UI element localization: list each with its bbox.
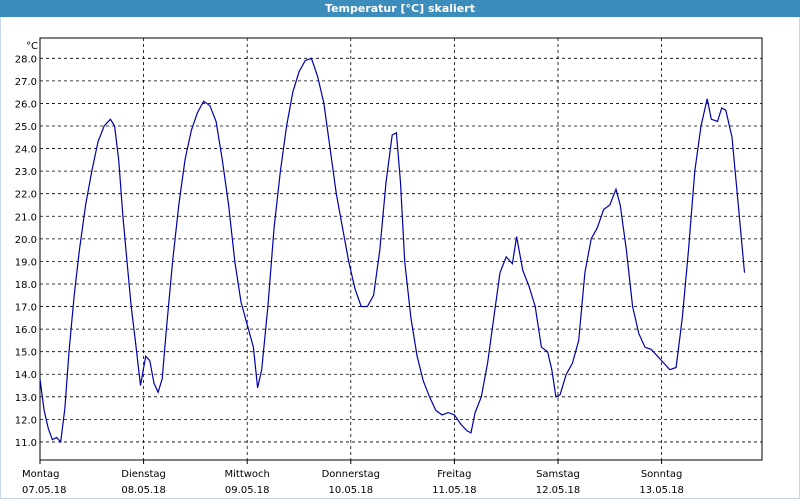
plot-area — [39, 37, 763, 461]
y-tick-label: 17.0 — [15, 303, 37, 314]
grid-lines — [40, 38, 762, 460]
x-tick-date: 10.05.18 — [329, 485, 374, 496]
x-tick-date: 09.05.18 — [225, 485, 270, 496]
y-tick-label: 23.0 — [15, 167, 37, 178]
y-tick-label: 14.0 — [15, 370, 37, 381]
x-axis-ticks: Montag 07.05.18 Dienstag 08.05.18 Mittwoch 09… — [22, 460, 684, 496]
y-tick-label: 15.0 — [15, 348, 37, 359]
x-tick-weekday: Dienstag — [121, 469, 166, 480]
x-tick-weekday: Mittwoch — [225, 469, 270, 480]
y-tick-label: 19.0 — [15, 257, 37, 268]
chart-title: Temperatur [°C] skaliert — [0, 0, 800, 17]
x-tick-weekday: Sonntag — [641, 469, 683, 480]
y-tick-label: 16.0 — [15, 325, 37, 336]
x-tick-date: 12.05.18 — [536, 485, 581, 496]
y-axis-unit: °C — [26, 41, 38, 52]
x-tick-date: 07.05.18 — [22, 485, 67, 496]
y-tick-label: 26.0 — [15, 99, 37, 110]
y-tick-label: 22.0 — [15, 190, 37, 201]
x-tick-weekday: Montag — [22, 469, 59, 480]
y-tick-label: 24.0 — [15, 145, 37, 156]
x-tick-weekday: Freitag — [437, 469, 471, 480]
y-tick-label: 12.0 — [15, 415, 37, 426]
y-tick-label: 25.0 — [15, 122, 37, 133]
y-tick-label: 28.0 — [15, 54, 37, 65]
y-tick-label: 11.0 — [15, 438, 37, 449]
x-tick-date: 08.05.18 — [121, 485, 166, 496]
x-tick-weekday: Donnerstag — [322, 469, 380, 480]
y-tick-label: 13.0 — [15, 393, 37, 404]
x-tick-weekday: Samstag — [536, 469, 580, 480]
y-axis-ticks: 11.0 12.0 13.0 14.0 15.0 16.0 17.0 18.0 19.0 20.0… — [15, 54, 37, 449]
y-tick-label: 18.0 — [15, 280, 37, 291]
y-tick-label: 20.0 — [15, 235, 37, 246]
y-tick-label: 27.0 — [15, 77, 37, 88]
y-tick-label: 21.0 — [15, 212, 37, 223]
x-tick-date: 11.05.18 — [432, 485, 477, 496]
temperature-series-line — [39, 57, 746, 444]
x-tick-date: 13.05.18 — [639, 485, 684, 496]
